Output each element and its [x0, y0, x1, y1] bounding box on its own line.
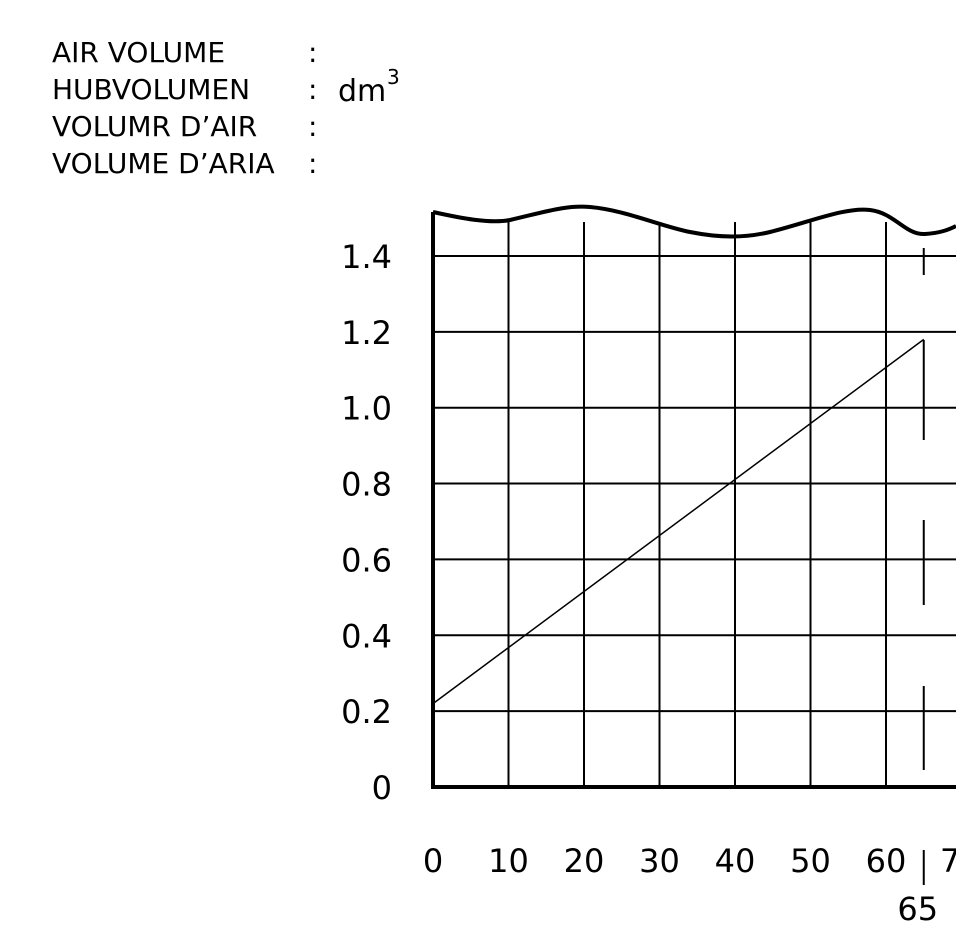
legend-line-air-volume: AIR VOLUME — [52, 36, 225, 69]
legend-line-volume-daria: VOLUME D’ARIA — [52, 147, 275, 180]
y-tick-label-3: 0.6 — [341, 541, 392, 579]
y-tick-label-6: 1.2 — [341, 314, 392, 352]
y-tick-label-0: 0 — [372, 769, 392, 807]
x-tick-label-0: 0 — [423, 842, 443, 880]
series-line-0 — [432, 338, 925, 705]
top-break-wave — [432, 204, 956, 239]
legend-block: AIR VOLUME HUBVOLUMEN VOLUMR D’AIR VOLUM… — [52, 36, 400, 180]
legend-line-hubvolumen: HUBVOLUMEN — [52, 73, 250, 106]
x-tick-label-4: 40 — [715, 842, 756, 880]
unit-exponent: 3 — [387, 65, 400, 89]
legend-colon-4: : — [308, 147, 317, 180]
legend-colon-1: : — [308, 36, 317, 69]
legend-colon-2: : — [308, 73, 317, 106]
x-tick-label-1: 10 — [488, 842, 529, 880]
axes — [431, 212, 956, 789]
x-tick-label-65: 65 — [897, 890, 938, 928]
x-tick-label-2: 20 — [564, 842, 605, 880]
unit-label: dm — [338, 74, 386, 109]
legend-colon-3: : — [308, 110, 317, 143]
y-tick-label-4: 0.8 — [341, 466, 392, 504]
x-tick-label-6: 60 — [866, 842, 907, 880]
x-tick-labels: 0 10 20 30 40 50 60 765 — [423, 842, 956, 928]
y-tick-label-1: 0.2 — [341, 693, 392, 731]
legend-line-volumr-dair: VOLUMR D’AIR — [52, 110, 257, 143]
axis-break — [432, 204, 956, 239]
grid — [433, 222, 956, 787]
y-tick-label-2: 0.4 — [341, 617, 392, 655]
x-tick-label-5: 50 — [790, 842, 831, 880]
x-tick-label-7: 7 — [940, 842, 956, 880]
x-tick-label-3: 30 — [639, 842, 680, 880]
y-tick-label-5: 1.0 — [341, 390, 392, 428]
y-tick-label-7: 1.4 — [341, 238, 392, 276]
series — [432, 338, 925, 705]
y-tick-labels: 0 0.2 0.4 0.6 0.8 1.0 1.2 1.4 — [341, 238, 392, 807]
